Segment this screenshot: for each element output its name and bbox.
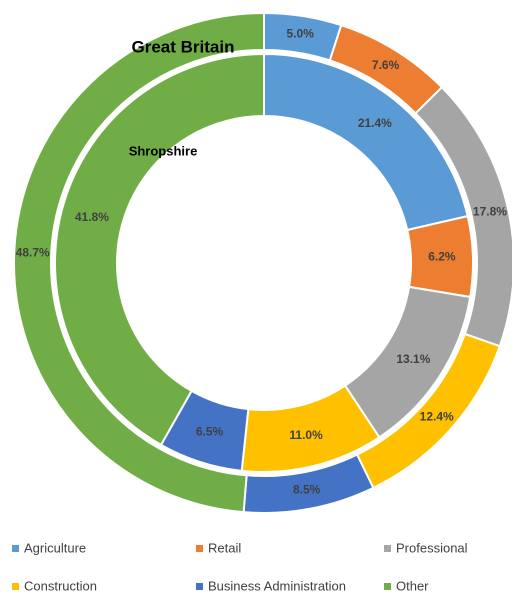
value-label: 21.4% — [358, 116, 392, 130]
legend-label: Agriculture — [24, 540, 86, 555]
legend-marker — [384, 583, 391, 590]
legend-label: Other — [396, 578, 429, 593]
legend-marker — [384, 545, 391, 552]
legend-label: Professional — [396, 540, 468, 555]
value-label: 11.0% — [289, 428, 323, 442]
legend-marker — [12, 583, 19, 590]
value-label: 41.8% — [75, 210, 109, 224]
wedge — [263, 52, 469, 232]
value-label: 48.7% — [16, 246, 50, 260]
series-label: Great Britain — [132, 37, 235, 56]
wedge — [54, 52, 265, 447]
value-label: 12.4% — [420, 409, 454, 423]
legend-label: Construction — [24, 578, 97, 593]
value-label: 7.6% — [372, 58, 400, 72]
legend-marker — [196, 545, 203, 552]
series-label: Shropshire — [129, 143, 198, 158]
legend-marker — [12, 545, 19, 552]
legend-label: Retail — [208, 540, 241, 555]
value-label: 8.5% — [293, 483, 321, 497]
legend-label: Business Administration — [208, 578, 346, 593]
value-label: 6.5% — [196, 425, 224, 439]
value-label: 13.1% — [396, 352, 430, 366]
wedge — [13, 11, 265, 514]
value-label: 6.2% — [428, 250, 456, 264]
value-label: 5.0% — [287, 27, 315, 41]
value-label: 17.8% — [473, 205, 507, 219]
legend-marker — [196, 583, 203, 590]
